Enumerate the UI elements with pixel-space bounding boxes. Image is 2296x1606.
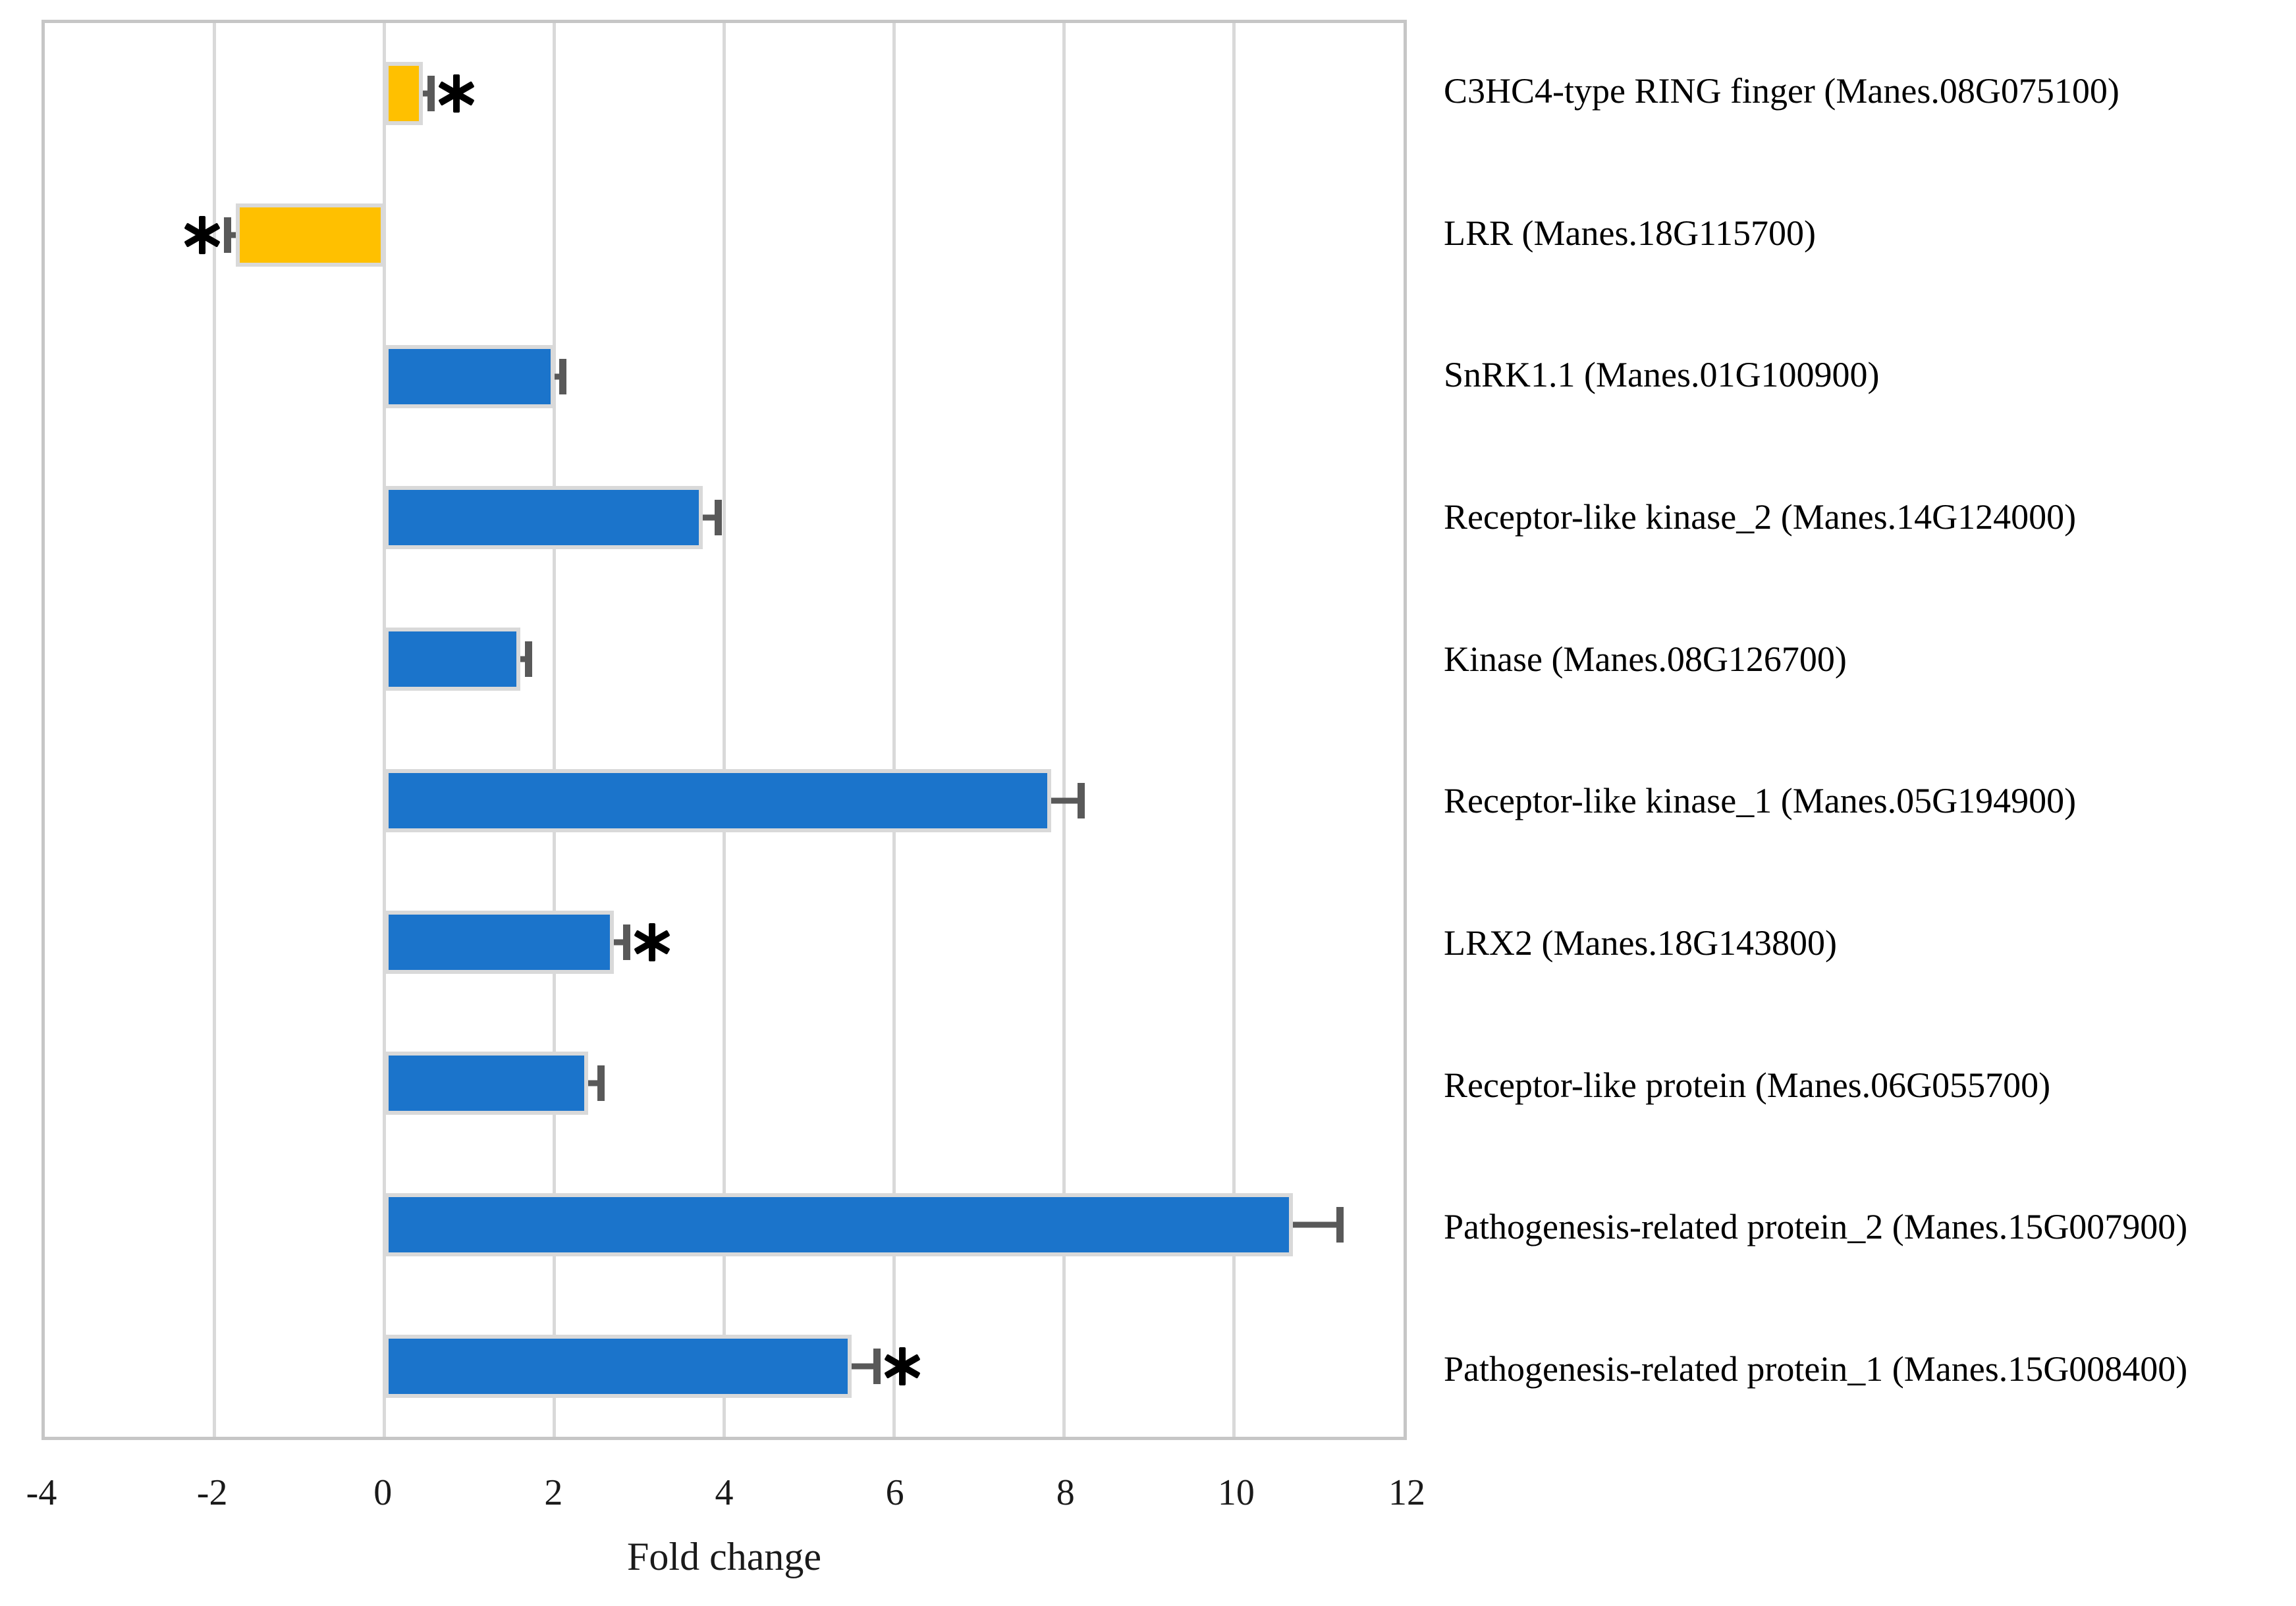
bar-blue	[384, 344, 555, 408]
x-tick-label: 8	[1056, 1472, 1075, 1513]
bar-row	[45, 165, 1404, 306]
bar-row	[45, 589, 1404, 730]
error-bar-cap	[1077, 782, 1085, 818]
category-label: LRR (Manes.18G115700)	[1444, 213, 1816, 253]
bar-row	[45, 447, 1404, 589]
category-label: Kinase (Manes.08G126700)	[1444, 639, 1847, 679]
error-bar	[520, 656, 529, 662]
bar-blue	[384, 628, 521, 691]
gridline-x-10	[1232, 23, 1236, 1437]
bar-blue	[384, 1052, 589, 1115]
bar-row	[45, 23, 1404, 165]
x-tick-label: 0	[373, 1472, 393, 1513]
category-label: Pathogenesis-related protein_1 (Manes.15…	[1444, 1349, 2188, 1389]
error-bar	[703, 514, 719, 521]
x-tick-label: -2	[196, 1472, 228, 1513]
gridline-x-4	[723, 23, 726, 1437]
bar-orange	[384, 62, 423, 126]
error-bar	[613, 939, 627, 946]
error-bar-cap	[714, 500, 722, 536]
bar-row	[45, 1154, 1404, 1296]
bar-blue	[384, 486, 703, 550]
error-bar-cap	[525, 641, 533, 678]
gridline-x--2	[213, 23, 217, 1437]
error-bar	[851, 1363, 877, 1370]
gridline-x-8	[1062, 23, 1066, 1437]
error-bar-cap	[559, 358, 567, 394]
error-bar-cap	[597, 1065, 605, 1102]
error-bar	[227, 232, 236, 238]
bar-row	[45, 1013, 1404, 1154]
category-labels: C3HC4-type RING finger (Manes.08G075100)…	[1444, 20, 2293, 1440]
x-tick-label: -4	[26, 1472, 57, 1513]
error-bar-cap	[427, 76, 435, 112]
error-bar-cap	[1336, 1206, 1344, 1243]
bar-blue	[384, 1334, 852, 1398]
error-bar	[1293, 1221, 1340, 1228]
bar-row	[45, 306, 1404, 447]
bar-blue	[384, 1192, 1294, 1256]
gridline-x-0	[383, 23, 387, 1437]
x-tick-label: 4	[715, 1472, 734, 1513]
error-bar	[1051, 797, 1081, 804]
bar-blue	[384, 910, 614, 974]
category-label: Receptor-like protein (Manes.06G055700)	[1444, 1065, 2051, 1105]
x-axis-title: Fold change	[627, 1535, 821, 1578]
bar-row	[45, 871, 1404, 1013]
x-tick-label: 10	[1217, 1472, 1255, 1513]
error-bar-cap	[873, 1348, 881, 1384]
bar-row	[45, 730, 1404, 872]
x-tick-label: 2	[544, 1472, 563, 1513]
category-label: C3HC4-type RING finger (Manes.08G075100)	[1444, 70, 2119, 111]
category-label: SnRK1.1 (Manes.01G100900)	[1444, 355, 1880, 395]
error-bar-cap	[622, 924, 630, 960]
bar-orange	[236, 203, 385, 267]
error-bar-cap	[223, 217, 231, 254]
x-tick-label: 6	[885, 1472, 904, 1513]
gridline-x-6	[892, 23, 896, 1437]
error-bar	[554, 373, 563, 380]
category-label: LRX2 (Manes.18G143800)	[1444, 923, 1837, 963]
error-bar	[422, 90, 431, 97]
error-bar	[588, 1080, 601, 1086]
x-tick-label: 12	[1388, 1472, 1425, 1513]
x-axis-ticks: -4 -2 0 2 4 6 8 10 12	[26, 1472, 1425, 1518]
gridline-x-2	[553, 23, 557, 1437]
bar-row	[45, 1295, 1404, 1437]
plot-area	[41, 20, 1407, 1440]
bar-blue	[384, 768, 1051, 832]
category-label: Receptor-like kinase_2 (Manes.14G124000)	[1444, 496, 2077, 537]
category-label: Pathogenesis-related protein_2 (Manes.15…	[1444, 1207, 2188, 1247]
category-label: Receptor-like kinase_1 (Manes.05G194900)	[1444, 781, 2077, 821]
